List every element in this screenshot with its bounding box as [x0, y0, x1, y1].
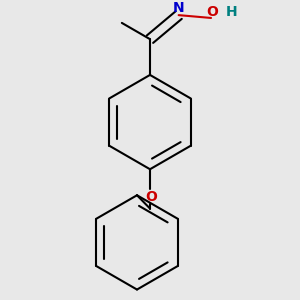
Text: H: H [225, 5, 237, 19]
Text: O: O [206, 5, 218, 19]
Text: O: O [145, 190, 157, 204]
Text: N: N [173, 1, 184, 15]
